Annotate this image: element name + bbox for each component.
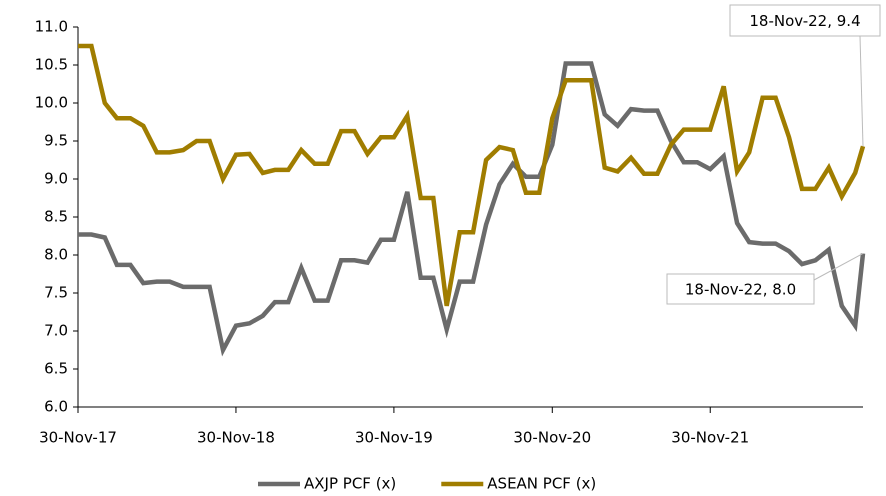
x-tick-label: 30-Nov-18: [197, 429, 275, 447]
y-tick-label: 8.5: [44, 208, 68, 226]
annotation-box: [666, 273, 815, 305]
x-tick-label: 30-Nov-17: [39, 429, 117, 447]
annotation-leader: [813, 253, 864, 281]
y-tick-label: 10.0: [35, 94, 68, 112]
y-tick-label: 10.5: [35, 56, 68, 74]
legend-label: AXJP PCF (x): [304, 475, 396, 493]
y-tick-label: 7.0: [44, 322, 68, 340]
y-tick-label: 6.5: [44, 360, 68, 378]
annotation-text: 18-Nov-22, 9.4: [749, 12, 860, 30]
x-tick-label: 30-Nov-19: [355, 429, 433, 447]
y-tick-label: 6.0: [44, 398, 68, 416]
y-tick-label: 9.0: [44, 170, 68, 188]
x-tick-label: 30-Nov-20: [513, 429, 591, 447]
y-tick-label: 8.0: [44, 246, 68, 264]
y-tick-label: 11.0: [35, 18, 68, 36]
annotation-text: 18-Nov-22, 8.0: [685, 281, 796, 299]
y-tick-label: 7.5: [44, 284, 68, 302]
line-series: [78, 43, 866, 307]
line-series: [78, 61, 866, 357]
x-tick-label: 30-Nov-21: [671, 429, 749, 447]
annotation-box: [729, 4, 881, 37]
legend-label: ASEAN PCF (x): [487, 475, 596, 493]
y-tick-label: 9.5: [44, 132, 68, 150]
annotation-leader: [859, 35, 864, 147]
